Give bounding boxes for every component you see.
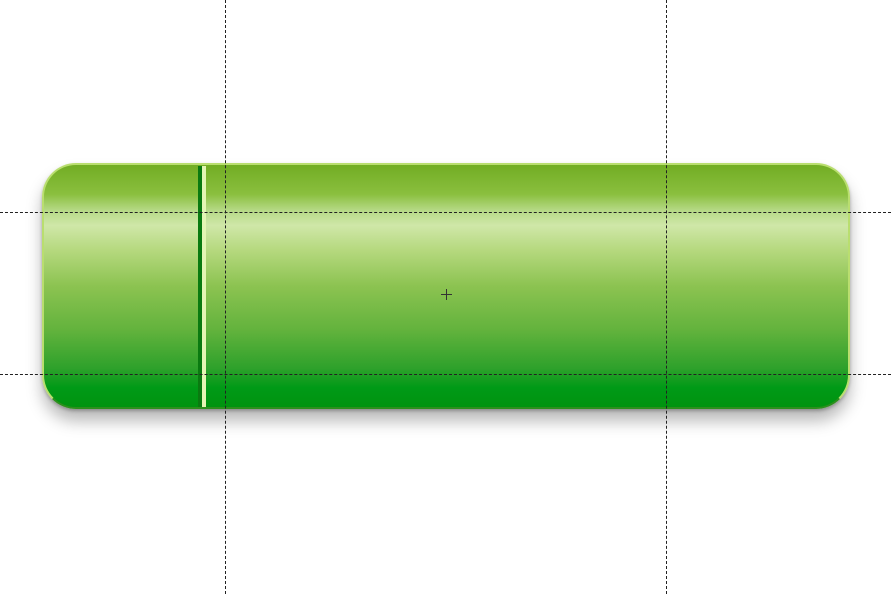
green-glossy-button-shape[interactable] (42, 163, 850, 409)
crosshair-icon (441, 289, 452, 300)
divider-light-line (202, 166, 206, 407)
horizontal-guide-top[interactable] (0, 212, 891, 213)
divider-dark-line (198, 166, 202, 407)
button-divider (198, 166, 206, 407)
horizontal-guide-bottom[interactable] (0, 374, 891, 375)
vertical-guide-left[interactable] (225, 0, 226, 594)
vertical-guide-right[interactable] (666, 0, 667, 594)
